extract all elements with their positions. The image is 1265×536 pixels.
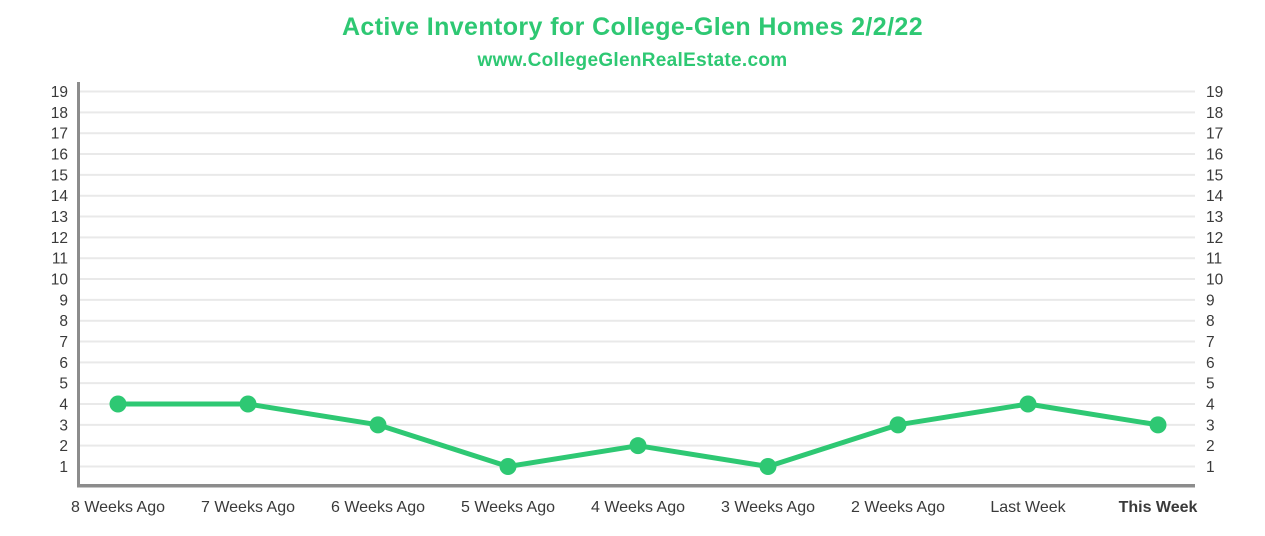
y-axis-tick-label-right: 9	[1206, 292, 1215, 309]
y-axis-tick-label-left: 4	[59, 397, 68, 414]
y-axis-tick-label-right: 13	[1206, 209, 1223, 226]
y-axis-tick-label-left: 3	[59, 417, 68, 434]
y-axis-tick-label-left: 10	[51, 272, 69, 289]
data-point	[499, 458, 517, 475]
y-axis-tick-label-right: 12	[1206, 230, 1223, 247]
y-axis-tick-label-left: 16	[51, 147, 68, 164]
website-url: www.CollegeGlenRealEstate.com	[477, 50, 788, 71]
y-axis-tick-label-right: 6	[1206, 355, 1215, 372]
data-point	[239, 395, 257, 413]
data-point	[759, 458, 777, 475]
x-axis-tick-label: 2 Weeks Ago	[851, 499, 945, 516]
data-line	[115, 401, 1161, 469]
x-axis-tick-label: 3 Weeks Ago	[721, 499, 815, 516]
y-axis-tick-label-left: 18	[51, 105, 68, 122]
x-axis-tick-label: 8 Weeks Ago	[71, 499, 165, 516]
y-axis-tick-label-right: 18	[1206, 105, 1223, 122]
data-point	[369, 416, 387, 434]
y-axis-tick-label-right: 19	[1206, 84, 1223, 101]
y-axis-tick-label-right: 17	[1206, 126, 1223, 143]
y-axis-tick-label-left: 11	[52, 251, 68, 268]
y-axis-tick-label-right: 7	[1206, 334, 1215, 351]
x-axis-tick-label: Last Week	[990, 499, 1066, 516]
x-axis-tick-label: 7 Weeks Ago	[201, 499, 295, 516]
y-axis-tick-label-left: 12	[51, 230, 68, 247]
y-axis-tick-label-right: 8	[1206, 313, 1215, 330]
y-axis-tick-label-left: 6	[59, 355, 68, 372]
y-axis-tick-label-left: 15	[51, 167, 68, 184]
y-axis-tick-label-right: 3	[1206, 417, 1215, 434]
y-axis-tick-label-right: 4	[1206, 397, 1215, 414]
y-axis-tick-label-left: 1	[59, 459, 68, 476]
x-axis-tick-label: 4 Weeks Ago	[591, 499, 685, 516]
data-point	[109, 395, 127, 413]
data-point	[629, 437, 647, 455]
y-axis-tick-label-left: 5	[59, 376, 68, 393]
y-axis-tick-label-left: 7	[59, 334, 68, 351]
y-axis-tick-label-right: 14	[1206, 188, 1224, 205]
y-axis-tick-label-left: 9	[59, 292, 68, 309]
y-axis-tick-label-right: 16	[1206, 147, 1223, 164]
y-axis-tick-label-left: 8	[59, 313, 68, 330]
y-axis-tick-label-left: 2	[59, 438, 68, 455]
y-axis-tick-label-right: 11	[1206, 251, 1222, 268]
y-axis-tick-label-right: 10	[1206, 272, 1224, 289]
y-axis-tick-label-right: 2	[1206, 438, 1215, 455]
x-axis-tick-label: This Week	[1119, 499, 1198, 516]
data-point	[1019, 395, 1037, 413]
y-axis-tick-label-right: 15	[1206, 167, 1223, 184]
data-point	[1149, 416, 1167, 434]
y-axis-tick-label-right: 1	[1206, 459, 1215, 476]
x-axis-tick-label: 6 Weeks Ago	[331, 499, 425, 516]
y-axis-line	[77, 82, 80, 487]
y-axis-tick-label-left: 14	[51, 188, 69, 205]
data-point	[889, 416, 907, 434]
chart-title: Active Inventory for College-Glen Homes …	[341, 13, 924, 41]
x-axis-tick-label: 5 Weeks Ago	[461, 499, 555, 516]
x-axis-line	[77, 484, 1195, 488]
y-axis-tick-label-left: 19	[51, 84, 68, 101]
y-axis-tick-label-left: 13	[51, 209, 68, 226]
y-axis-tick-label-left: 17	[51, 126, 68, 143]
y-axis-tick-label-right: 5	[1206, 376, 1215, 393]
